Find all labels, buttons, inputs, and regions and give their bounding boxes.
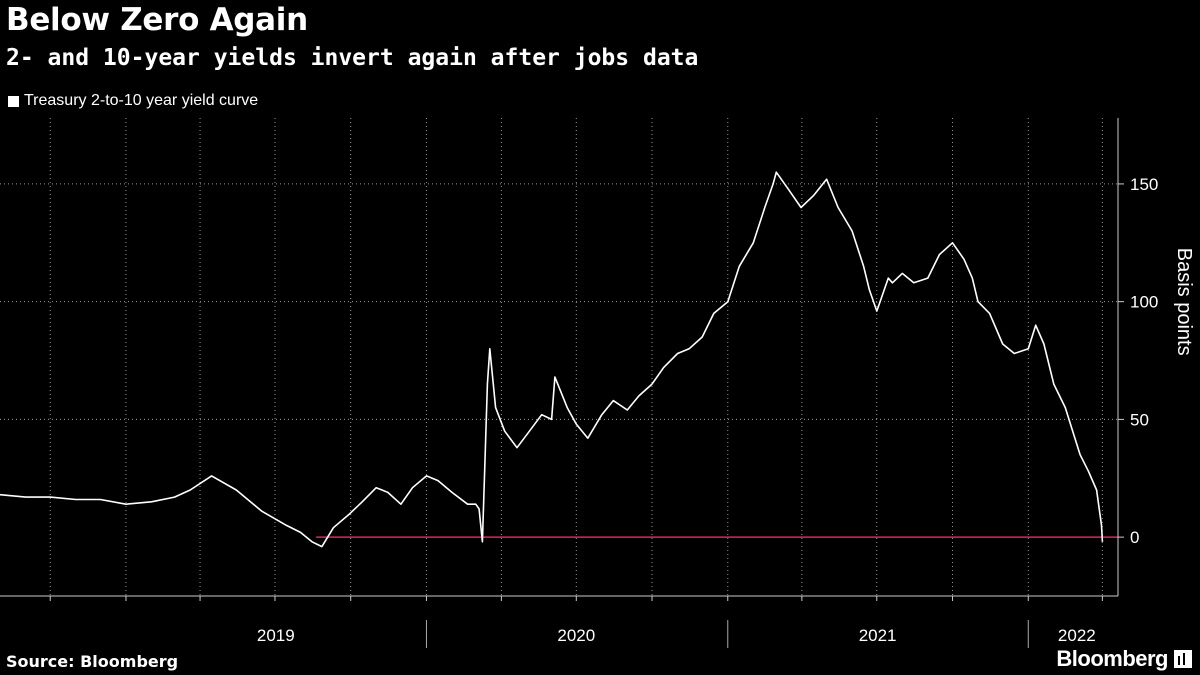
bloomberg-chart-icon (1174, 650, 1192, 668)
grid (0, 118, 1118, 596)
series-line-yield-curve (0, 171, 1104, 548)
legend-swatch (8, 95, 19, 107)
y-tick-label: 50 (1130, 410, 1149, 429)
x-tick-label: 2022 (1058, 626, 1096, 645)
series-layer (0, 171, 1104, 548)
axes: 0 50 100 150 2019 2020 2021 2022 (0, 118, 1158, 648)
y-tick-label: 100 (1130, 293, 1158, 312)
x-tick-label: 2019 (257, 626, 295, 645)
chart-subtitle: 2- and 10-year yields invert again after… (6, 45, 699, 71)
y-tick-label: 0 (1130, 528, 1139, 547)
legend: Treasury 2-to-10 year yield curve (8, 92, 258, 110)
x-tick-label: 2020 (557, 626, 595, 645)
brand-logo: Bloomberg (1056, 646, 1168, 671)
y-tick-label: 150 (1130, 175, 1158, 194)
x-tick-label: 2021 (859, 626, 897, 645)
brand: Bloomberg (1056, 646, 1192, 672)
y-axis-label: Basis points (1173, 248, 1195, 356)
chart-title: Below Zero Again (6, 2, 308, 38)
legend-label: Treasury 2-to-10 year yield curve (24, 92, 259, 109)
source-note: Source: Bloomberg (6, 652, 179, 671)
